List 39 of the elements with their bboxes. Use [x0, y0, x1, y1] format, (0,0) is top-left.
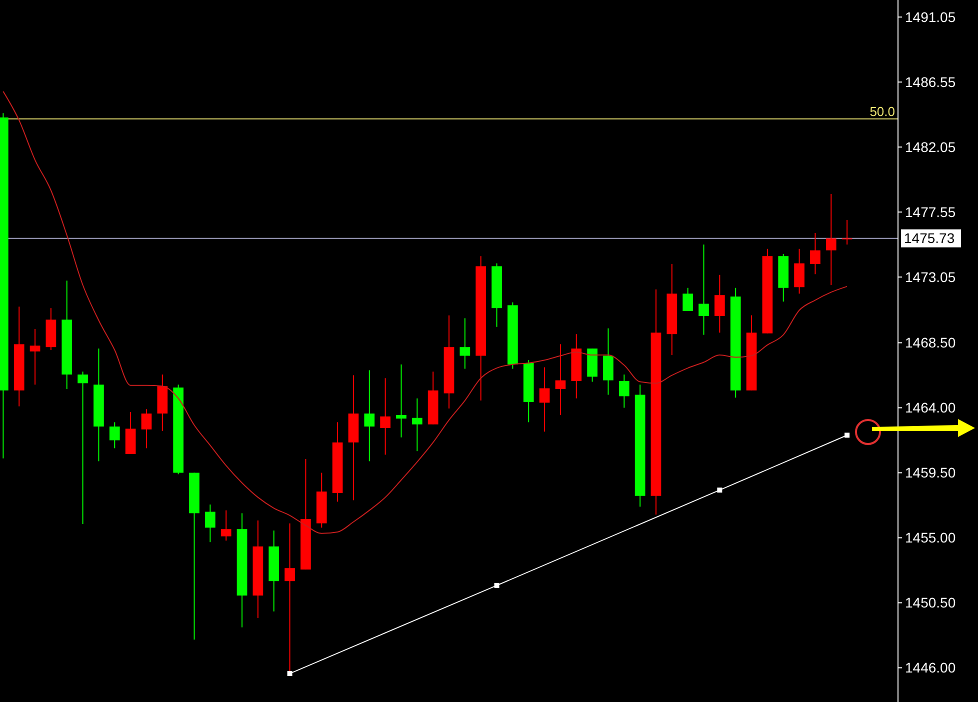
y-tick-label: 1464.00 — [905, 400, 956, 416]
point — [494, 582, 500, 588]
y-tick-label: 1473.05 — [905, 268, 956, 285]
y-tick-label: 1482.05 — [905, 138, 956, 155]
point — [717, 488, 722, 493]
candlestick — [141, 408, 152, 449]
candlestick — [364, 370, 375, 462]
candlestick — [618, 374, 630, 408]
y-tick-label: 1459.50 — [905, 464, 956, 481]
ref-line-label: 1475.73 — [904, 230, 955, 246]
y-tick-label: 1450.50 — [905, 594, 956, 611]
candlestick — [794, 248, 804, 294]
candlestick — [412, 398, 422, 452]
candlestick — [555, 344, 566, 416]
y-tick-label: 1486.55 — [905, 74, 956, 90]
candlestick — [539, 366, 550, 432]
y-tick-label: 1468.50 — [905, 334, 956, 351]
candlestick — [220, 510, 232, 542]
candlestick — [714, 274, 725, 334]
candlestick — [204, 504, 216, 543]
candlestick — [826, 193, 836, 286]
line-series — [2, 90, 848, 534]
candlestick — [698, 244, 709, 336]
candlestick — [460, 318, 470, 370]
y-tick-label: 1491.05 — [905, 8, 956, 25]
candlestick — [396, 364, 406, 438]
y-tick-label: 1446.00 — [905, 660, 956, 676]
point — [844, 432, 850, 438]
y-tick-label: 1477.55 — [905, 204, 956, 220]
candlestick — [682, 287, 694, 312]
text: 50.0 — [870, 104, 895, 119]
candlestick — [810, 232, 820, 275]
candlestick — [78, 371, 88, 525]
candlestick — [842, 219, 852, 246]
candlestick — [109, 422, 120, 449]
candlestick — [30, 328, 40, 386]
point — [287, 671, 292, 676]
y-tick-label: 1455.00 — [905, 530, 956, 546]
candlestick — [380, 378, 390, 456]
